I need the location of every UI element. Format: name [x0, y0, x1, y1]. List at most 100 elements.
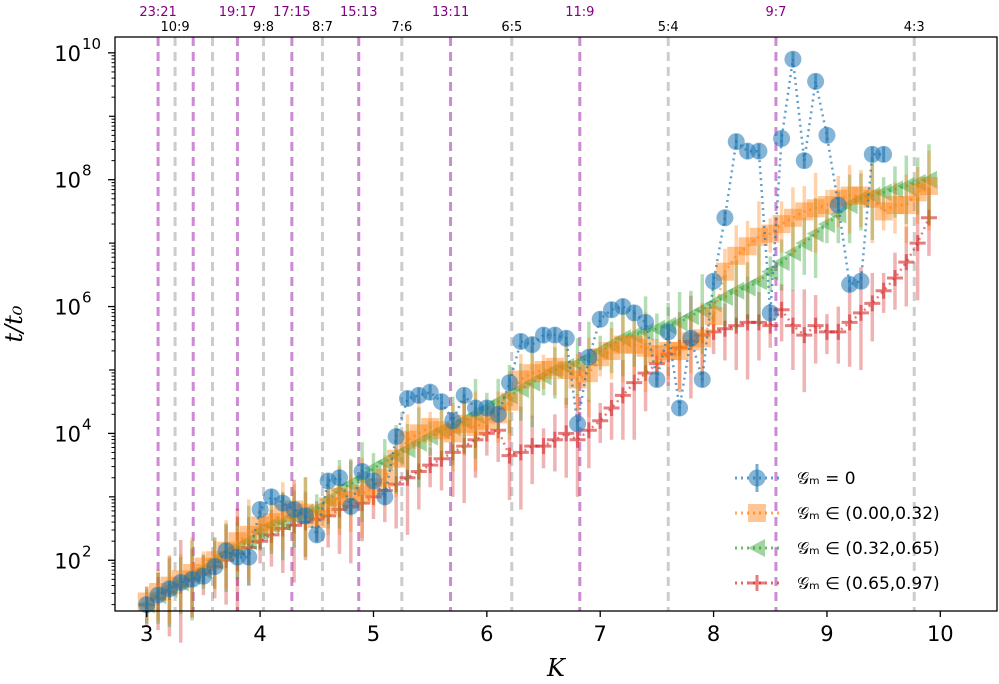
data-point [750, 142, 768, 160]
data-point [444, 412, 462, 430]
y-tick-exponent: 2 [82, 542, 92, 560]
data-point [648, 370, 666, 388]
data-point [534, 367, 552, 386]
plot-frame [114, 36, 998, 612]
data-point [206, 558, 224, 576]
data-point [387, 449, 406, 468]
data-point [274, 520, 291, 537]
data-point [489, 405, 507, 423]
resonance-label: 5:4 [658, 20, 679, 35]
data-point [399, 469, 416, 486]
resonance-label: 10:9 [160, 20, 189, 35]
resonance-label: 15:13 [340, 5, 377, 20]
data-point [387, 446, 405, 465]
data-point [874, 202, 893, 221]
data-point [579, 364, 598, 383]
data-point [296, 507, 314, 525]
data-point [364, 472, 382, 490]
data-point [773, 129, 791, 147]
data-point [286, 517, 303, 534]
resonance-label: 11:9 [565, 5, 594, 20]
data-point [784, 317, 801, 334]
data-point [806, 199, 825, 218]
data-point [410, 463, 427, 480]
data-point [728, 317, 745, 334]
y-tick-label: 10 [54, 549, 81, 573]
data-point [501, 447, 518, 464]
data-point [580, 422, 597, 439]
data-point [602, 335, 620, 354]
data-point [852, 272, 870, 290]
legend-marker [748, 539, 765, 557]
data-point [591, 341, 609, 360]
data-point [592, 412, 609, 429]
data-point [569, 431, 586, 448]
data-point [263, 526, 280, 543]
data-point [466, 418, 485, 437]
data-point [320, 507, 337, 524]
data-point [783, 243, 801, 262]
data-point [795, 152, 813, 170]
series-line [145, 184, 930, 603]
data-point [818, 126, 836, 144]
resonance-label: 8:7 [312, 20, 333, 35]
data-point [455, 386, 473, 404]
data-point [568, 370, 587, 389]
resonance-label: 6:5 [501, 20, 522, 35]
data-point [682, 329, 700, 347]
data-point [772, 253, 790, 272]
data-point [626, 374, 643, 391]
data-point [456, 438, 473, 455]
legend-label: 𝒢ₘ ∈ (0.00,0.32) [797, 504, 940, 524]
legend-label: 𝒢ₘ ∈ (0.65,0.97) [797, 574, 940, 594]
data-point [875, 282, 892, 299]
resonance-label: 4:3 [904, 20, 925, 35]
x-tick-label: 10 [927, 622, 954, 646]
x-tick-label: 4 [253, 622, 266, 646]
legend-marker [748, 469, 766, 487]
data-point [467, 431, 484, 448]
data-point [637, 313, 655, 331]
data-point [341, 475, 359, 494]
data-point [750, 314, 767, 331]
data-point [353, 462, 371, 480]
data-point [262, 513, 281, 532]
data-point [308, 526, 326, 544]
legend-marker [749, 575, 765, 591]
series-blue [138, 50, 893, 614]
y-tick-label: 10 [54, 42, 81, 66]
resonance-label: 9:8 [253, 20, 274, 35]
data-point [375, 452, 393, 471]
data-point [693, 300, 711, 319]
data-point [625, 335, 644, 354]
data-point [625, 304, 643, 322]
data-point [829, 196, 847, 214]
resonance-label: 13:11 [432, 5, 469, 20]
data-point [897, 196, 916, 215]
y-tick-label: 10 [54, 422, 81, 446]
data-point [840, 196, 858, 215]
data-point [795, 234, 813, 253]
legend-label: 𝒢ₘ ∈ (0.32,0.65) [797, 539, 940, 559]
data-point [239, 525, 258, 544]
data-point [727, 246, 746, 265]
data-point [546, 431, 563, 448]
y-axis-title: t/t₀ [0, 305, 28, 342]
data-point [557, 329, 575, 347]
data-point [545, 357, 564, 376]
data-point [637, 365, 654, 382]
data-point [908, 173, 926, 192]
data-point [908, 183, 927, 202]
data-point [783, 208, 802, 227]
data-point [569, 415, 587, 433]
x-axis: 3 4 5 6 7 8 9 10 [140, 611, 954, 646]
data-point [478, 425, 495, 442]
data-point [330, 481, 348, 500]
x-tick-label: 9 [820, 622, 833, 646]
data-point [681, 307, 699, 326]
data-point [421, 418, 440, 437]
data-point [580, 348, 598, 366]
data-point [727, 133, 745, 151]
data-point [342, 497, 360, 515]
data-point [909, 235, 926, 252]
